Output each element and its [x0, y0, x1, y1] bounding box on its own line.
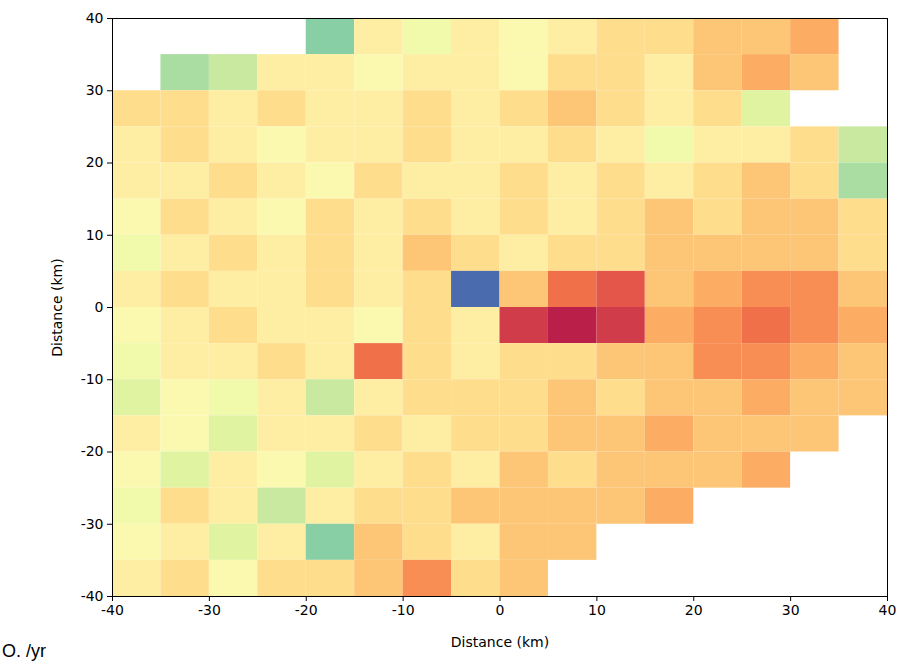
- svg-text:-30: -30: [198, 602, 221, 618]
- svg-text:-30: -30: [81, 516, 104, 532]
- svg-text:-20: -20: [81, 443, 104, 459]
- svg-text:0: 0: [496, 602, 505, 618]
- svg-text:20: 20: [86, 154, 104, 170]
- svg-text:-20: -20: [295, 602, 318, 618]
- svg-text:-40: -40: [101, 602, 124, 618]
- svg-text:Distance (km): Distance (km): [49, 258, 65, 356]
- svg-text:-10: -10: [81, 371, 104, 387]
- svg-text:0: 0: [95, 299, 104, 315]
- svg-text:20: 20: [685, 602, 703, 618]
- svg-text:10: 10: [588, 602, 606, 618]
- svg-text:40: 40: [879, 602, 897, 618]
- svg-text:Distance (km): Distance (km): [451, 634, 549, 650]
- svg-text:30: 30: [86, 82, 104, 98]
- svg-text:-10: -10: [392, 602, 415, 618]
- svg-text:30: 30: [782, 602, 800, 618]
- svg-text:10: 10: [86, 227, 104, 243]
- html-text:O. /yr: O. /yr: [2, 641, 46, 661]
- svg-text:40: 40: [86, 10, 104, 26]
- svg-text:-40: -40: [81, 588, 104, 604]
